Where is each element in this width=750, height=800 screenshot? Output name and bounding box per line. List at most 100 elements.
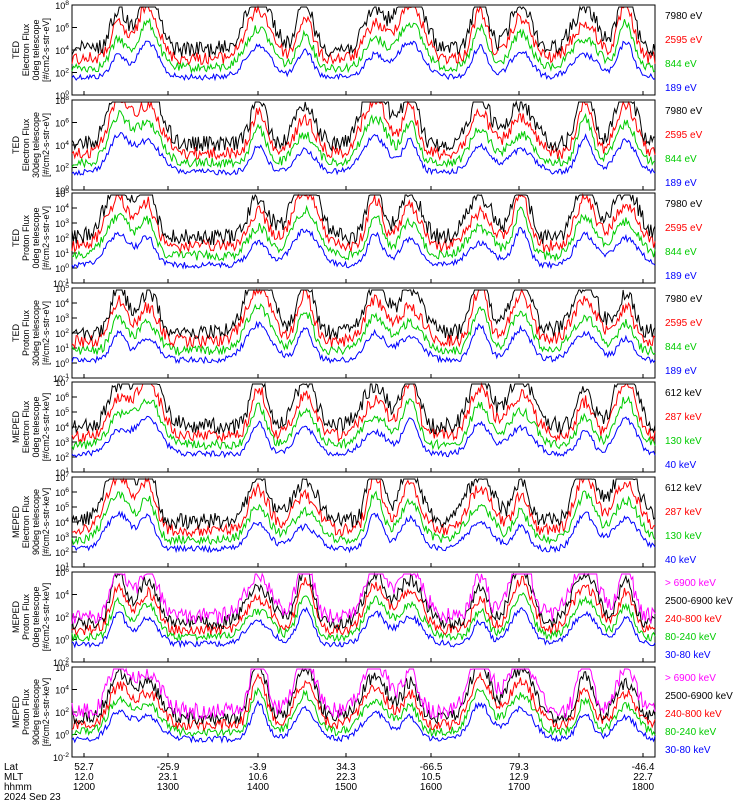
series-trace (71, 226, 656, 270)
panel-4: 10-1 100 101 102 103 104 105 TED Proton Flux 30de… (11, 283, 703, 384)
date-label: 2024 Sep 23 (4, 792, 61, 800)
y-tick-label: 101 (55, 467, 69, 478)
y-tick-label: 10-1 (53, 278, 69, 289)
y-tick-label: 103 (55, 218, 69, 229)
x-row-label-mlt: MLT (4, 772, 23, 783)
legend-entry: > 6900 keV (665, 578, 716, 589)
legend-entry: 7980 eV (665, 11, 703, 22)
y-tick-label: 105 (55, 502, 69, 513)
y-axis-label-line: [#/cm2-s-str-eV] (41, 113, 51, 177)
legend-entry: 287 keV (665, 412, 702, 423)
x-tick-label: 22.3 (336, 772, 356, 783)
x-tick-label: 1500 (335, 782, 358, 793)
y-axis-label-line: 0deg telescope (31, 207, 41, 268)
series-trace (71, 671, 656, 732)
y-tick-label: 108 (55, 95, 69, 106)
x-tick-label: 12.9 (509, 772, 529, 783)
legend-entry: 40 keV (665, 460, 696, 471)
panel-1: 100 102 104 106 108 TED Electron Flux 0deg tele… (11, 0, 703, 101)
y-tick-label: 105 (55, 188, 69, 199)
x-tick-label: 1800 (632, 782, 655, 793)
y-axis-label: MEPED Electron Flux 90deg telescope [#/cm2-… (11, 488, 51, 557)
y-tick-label: 100 (55, 263, 69, 274)
y-axis-label-line: TED (11, 228, 21, 247)
y-axis-label-line: Proton Flux (21, 309, 31, 356)
y-axis-label-line: [#/cm2-s-str-keV] (41, 678, 51, 747)
legend-entry: 189 eV (665, 271, 697, 282)
y-axis-label-line: 90deg telescope (31, 679, 41, 745)
y-axis-label-line: [#/cm2-s-str-keV] (41, 393, 51, 462)
y-tick-label: 102 (55, 547, 69, 558)
x-row-label-hhmm: hhmm (4, 782, 32, 793)
y-tick-label: 107 (55, 472, 69, 483)
series-trace (71, 100, 656, 153)
legend-entry: 2500-6900 keV (665, 691, 733, 702)
x-tick-label: -66.5 (420, 762, 443, 773)
panel-7: 10-2 100 102 104 106 MEPED Proton Flux 0deg tel… (11, 567, 733, 668)
legend-entry: 189 eV (665, 366, 697, 377)
legend-entry: 7980 eV (665, 294, 703, 305)
y-axis-label-line: MEPED (11, 601, 21, 634)
y-tick-label: 106 (55, 392, 69, 403)
series-trace (71, 5, 656, 58)
y-tick-label: 102 (55, 163, 69, 174)
x-tick-label: 10.6 (248, 772, 268, 783)
y-axis-label: TED Proton Flux 0deg telescope [#/cm2-s-str… (11, 206, 51, 270)
legend-entry: 2595 eV (665, 223, 703, 234)
panel-frame (71, 666, 656, 758)
y-tick-label: 10-2 (53, 657, 69, 668)
y-axis-label-line: MEPED (11, 411, 21, 444)
panel-5: 101 102 103 104 105 106 107 MEPED Electron Flux 0… (11, 377, 702, 478)
x-tick-label: -3.9 (249, 762, 267, 773)
series-trace (71, 382, 656, 436)
y-axis-label-line: Electron Flux (21, 23, 31, 76)
y-tick-label: 104 (55, 685, 69, 696)
y-tick-label: 102 (55, 612, 69, 623)
legend-entry: 80-240 keV (665, 632, 716, 643)
y-axis-label-line: [#/cm2-s-str-eV] (41, 18, 51, 82)
panel-8: 10-2 100 102 104 106 MEPED Proton Flux 90deg te… (11, 662, 733, 763)
legend-entry: 80-240 keV (665, 727, 716, 738)
legend-entry: 189 eV (665, 83, 697, 94)
y-axis-label-line: 90deg telescope (31, 489, 41, 555)
y-tick-label: 100 (55, 635, 69, 646)
y-tick-label: 101 (55, 248, 69, 259)
y-axis-label: MEPED Proton Flux 90deg telescope [#/cm2-s-… (11, 678, 51, 747)
legend-entry: 2595 eV (665, 130, 703, 141)
y-tick-label: 104 (55, 517, 69, 528)
series-trace (71, 490, 656, 546)
y-tick-label: 106 (55, 662, 69, 673)
legend-entry: 7980 eV (665, 106, 703, 117)
y-axis-label-line: 30deg telescope (31, 300, 41, 366)
legend-entry: 240-800 keV (665, 614, 722, 625)
legend-entry: 30-80 keV (665, 650, 711, 661)
y-tick-label: 104 (55, 45, 69, 56)
series-trace (71, 415, 656, 459)
x-tick-label: 79.3 (509, 762, 529, 773)
y-tick-label: 10-1 (53, 373, 69, 384)
series-trace (71, 100, 656, 162)
x-tick-label: -46.4 (632, 762, 655, 773)
legend-entry: 2595 eV (665, 35, 703, 46)
legend-entry: 40 keV (665, 555, 696, 566)
legend-entry: 7980 eV (665, 199, 703, 210)
series-trace (71, 592, 656, 643)
y-axis-label-line: TED (11, 135, 21, 154)
legend-entry: 130 keV (665, 436, 702, 447)
y-tick-label: 102 (55, 233, 69, 244)
legend-entry: 2500-6900 keV (665, 596, 733, 607)
legend-entry: 612 keV (665, 483, 702, 494)
y-tick-label: 100 (55, 185, 69, 196)
legend-entry: 612 keV (665, 388, 702, 399)
legend-entry: 130 keV (665, 531, 702, 542)
x-tick-label: 1300 (157, 782, 180, 793)
y-tick-label: 108 (55, 0, 69, 11)
y-axis-label-line: 0deg telescope (31, 586, 41, 647)
series-trace (71, 606, 656, 649)
y-tick-label: 104 (55, 590, 69, 601)
y-tick-label: 100 (55, 730, 69, 741)
series-trace (71, 109, 656, 169)
y-axis-label-line: 30deg telescope (31, 112, 41, 178)
x-tick-label: 23.1 (158, 772, 178, 783)
